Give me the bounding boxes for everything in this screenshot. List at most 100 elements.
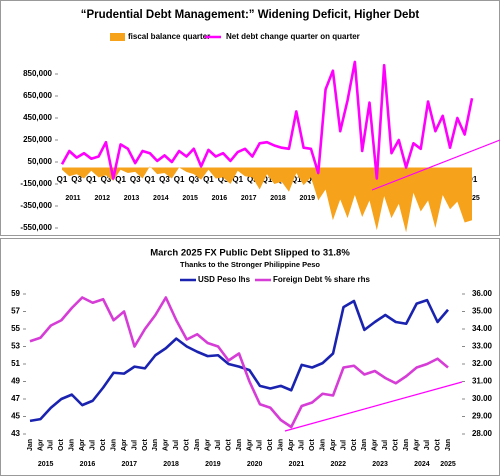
y-tick-label: 36.00 [472,289,493,298]
y-tick-label: 47 [11,394,20,403]
x-tick-label: Apr [372,439,379,451]
y-tick-label: 29.00 [472,412,493,421]
x-tick-label: Q1 [145,175,156,184]
year-label: 2024 [414,461,430,468]
x-tick-label: Apr [204,439,211,451]
x-tick-label: Q3 [101,175,112,184]
legend-label: USD Peso lhs [198,275,251,284]
x-tick-label: Q3 [159,175,170,184]
chart-frame [0,238,500,476]
x-tick-label: Jan [152,439,159,451]
year-label: 2017 [241,195,257,202]
x-tick-label: Oct [267,438,274,450]
y-tick-label: 45 [11,412,20,421]
y-tick-label: 50,000 [28,157,53,166]
y-tick-label: 55 [11,324,20,333]
x-tick-label: Oct [309,438,316,450]
x-tick-label: Oct [184,438,191,450]
y-tick-label: 32.00 [472,359,493,368]
chart-title: March 2025 FX Public Debt Slipped to 31.… [150,248,350,259]
x-tick-label: Oct [100,438,107,450]
y-tick-label: 35.00 [472,307,493,316]
y-tick-label: 650,000 [23,91,52,100]
legend-label: Net debt change quarter on quarter [226,32,360,41]
y-tick-label: 33.00 [472,342,493,351]
x-tick-label: Jan [319,439,326,451]
year-label: 2025 [464,195,480,202]
x-tick-label: Jul [340,440,347,450]
x-tick-label: Jan [110,439,117,451]
x-tick-label: Q1 [262,175,273,184]
x-tick-label: Apr [288,439,295,451]
year-label: 2019 [299,195,315,202]
x-tick-label: Apr [246,439,253,451]
year-label: 2014 [153,195,169,202]
x-tick-label: Apr [330,439,337,451]
x-tick-label: Jul [173,440,180,450]
legend-label: fiscal balance quarter [128,32,210,41]
y-tick-label: 28.00 [472,429,493,438]
legend-swatch [110,33,125,41]
y-tick-label: 53 [11,342,20,351]
x-tick-label: Oct [351,438,358,450]
x-tick-label: Q1 [467,175,478,184]
x-tick-label: Jul [90,440,97,450]
line [29,298,449,423]
x-tick-label: Apr [79,439,86,451]
year-label: 2018 [270,195,286,202]
year-label: 2018 [163,461,179,468]
year-label: 2022 [330,461,346,468]
year-label: 2017 [121,461,137,468]
x-tick-label: Q1 [57,175,68,184]
x-tick-label: Jan [69,439,76,451]
x-tick-label: Jul [424,440,431,450]
x-tick-label: Q1 [291,175,302,184]
x-tick-label: Oct [393,438,400,450]
x-tick-label: Oct [434,438,441,450]
year-label: 2013 [124,195,140,202]
x-tick-label: Apr [37,439,44,451]
x-tick-label: Q1 [86,175,97,184]
trend-line [284,381,463,432]
year-label: 2016 [80,461,96,468]
line [29,296,449,429]
y-tick-label: 450,000 [23,113,52,122]
x-tick-label: Q1 [115,175,126,184]
year-label: 2011 [65,195,80,202]
x-tick-label: Q1 [203,175,214,184]
y-tick-label: 51 [11,359,20,368]
x-tick-label: Jan [236,439,243,451]
y-tick-label: 250,000 [23,135,52,144]
year-label: 2023 [372,461,388,468]
legend-label: Foreign Debt % share rhs [273,275,370,284]
y-tick-label: 30.00 [472,394,493,403]
x-tick-label: Jul [48,440,55,450]
x-tick-label: Apr [121,439,128,451]
year-label: 2019 [205,461,221,468]
year-label: 2015 [182,195,198,202]
y-tick-label: -150,000 [20,179,52,188]
x-tick-label: Jul [131,440,138,450]
x-tick-label: Q1 [174,175,185,184]
x-tick-label: Oct [225,438,232,450]
x-tick-label: Jan [27,439,34,451]
y-tick-label: 43 [11,429,20,438]
x-tick-label: Q3 [306,175,317,184]
x-tick-label: Apr [163,439,170,451]
area [62,166,472,233]
line [60,60,474,180]
year-label: 2016 [212,195,228,202]
y-tick-label: 31.00 [472,377,493,386]
year-label: 2021 [289,461,305,468]
x-tick-label: Jan [361,439,368,451]
y-tick-label: -550,000 [20,223,52,232]
y-tick-label: 850,000 [23,69,52,78]
x-tick-label: Jul [299,440,306,450]
year-label: 2015 [38,461,54,468]
year-label: 2020 [247,461,263,468]
x-tick-label: Jan [445,439,452,451]
x-tick-label: Jul [382,440,389,450]
x-tick-label: Oct [142,438,149,450]
x-tick-label: Jul [257,440,264,450]
